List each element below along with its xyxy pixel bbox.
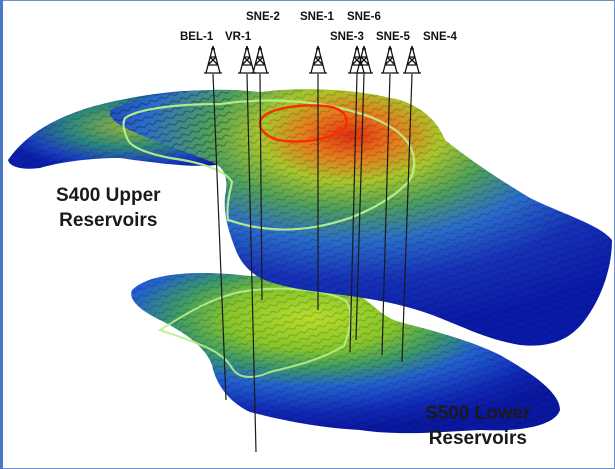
- well-label-sne-2: SNE-2: [246, 11, 280, 23]
- well-label-vr-1: VR-1: [225, 31, 252, 43]
- well-trajectory-sne-3: [355, 73, 365, 341]
- well-trajectory-sne-4: [401, 73, 413, 363]
- derrick-icon-sne-1: [309, 45, 327, 74]
- derrick-icons: [204, 45, 421, 74]
- lower-reservoir-label: S500 Lower Reservoirs: [425, 401, 531, 451]
- upper-reservoir-label: S400 Upper Reservoirs: [56, 183, 161, 233]
- well-label-bel-1: BEL-1: [180, 31, 214, 43]
- well-trajectory-sne-6: [349, 73, 358, 353]
- derrick-icon-sne-5: [381, 45, 399, 74]
- lower-reservoir-surface: [131, 272, 561, 434]
- well-trajectory-vr-1: [246, 73, 257, 453]
- upper-reservoir-label-line1: S400 Upper: [56, 185, 161, 206]
- derrick-icon-bel-1: [204, 45, 222, 74]
- derrick-icon-vr-1: [238, 45, 256, 74]
- upper-reservoir-surface: [8, 89, 612, 346]
- upper-reservoir-label-line2: Reservoirs: [59, 210, 158, 231]
- well-trajectory-sne-2: [259, 73, 263, 301]
- derrick-icon-sne-4: [403, 45, 421, 74]
- well-label-sne-6: SNE-6: [347, 11, 381, 23]
- derrick-icon-sne-3: [355, 45, 373, 74]
- lower-reservoir-label-line2: Reservoirs: [428, 428, 527, 449]
- well-trajectory-bel-1: [212, 73, 227, 401]
- well-label-sne-4: SNE-4: [423, 31, 457, 43]
- lower-reservoir-label-line1: S500 Lower: [425, 403, 531, 424]
- well-label-sne-1: SNE-1: [300, 11, 334, 23]
- derrick-icon-sne-2: [251, 45, 269, 74]
- well-trajectories: [212, 73, 413, 453]
- well-label-sne-3: SNE-3: [330, 31, 364, 43]
- frame-accent-bar: [0, 0, 3, 469]
- well-trajectory-sne-5: [381, 73, 391, 356]
- well-label-sne-5: SNE-5: [376, 31, 410, 43]
